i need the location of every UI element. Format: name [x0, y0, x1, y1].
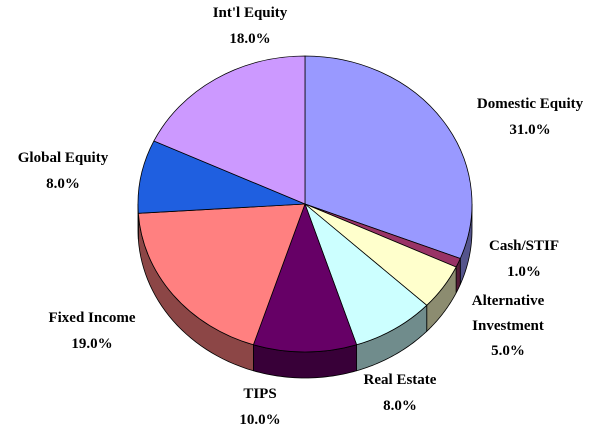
- category-label: Domestic Equity: [477, 96, 584, 112]
- slice-label: Int'l Equity 18.0%: [213, 5, 288, 47]
- category-label: Int'l Equity: [213, 5, 288, 21]
- value-label: 31.0%: [509, 122, 550, 138]
- value-label: 8.0%: [383, 398, 417, 414]
- category-label: Cash/STIF: [489, 238, 559, 254]
- value-label: 5.0%: [491, 343, 525, 359]
- slice-label: Alternative Investment 5.0%: [472, 293, 545, 359]
- value-label: 19.0%: [71, 336, 112, 352]
- slice-label: Global Equity 8.0%: [18, 150, 109, 192]
- slice: [304, 55, 473, 259]
- value-label: 8.0%: [46, 176, 80, 192]
- category-label: Fixed Income: [48, 310, 135, 326]
- category-label: TIPS: [243, 386, 276, 402]
- value-label: 1.0%: [507, 264, 541, 280]
- category-label: Alternative Investment: [472, 293, 545, 334]
- slice: [153, 55, 306, 205]
- slice: [252, 202, 358, 353]
- value-label: 10.0%: [239, 412, 280, 428]
- slice-label: Real Estate 8.0%: [364, 372, 437, 414]
- category-label: Real Estate: [364, 372, 437, 388]
- slice-label: Fixed Income 19.0%: [48, 310, 135, 352]
- value-label: 18.0%: [229, 31, 270, 47]
- slice: [137, 203, 306, 346]
- category-label: Global Equity: [18, 150, 109, 166]
- slice-label: TIPS 10.0%: [239, 386, 280, 428]
- slice-label: Domestic Equity 31.0%: [477, 96, 584, 138]
- slice-label: Cash/STIF 1.0%: [489, 238, 559, 280]
